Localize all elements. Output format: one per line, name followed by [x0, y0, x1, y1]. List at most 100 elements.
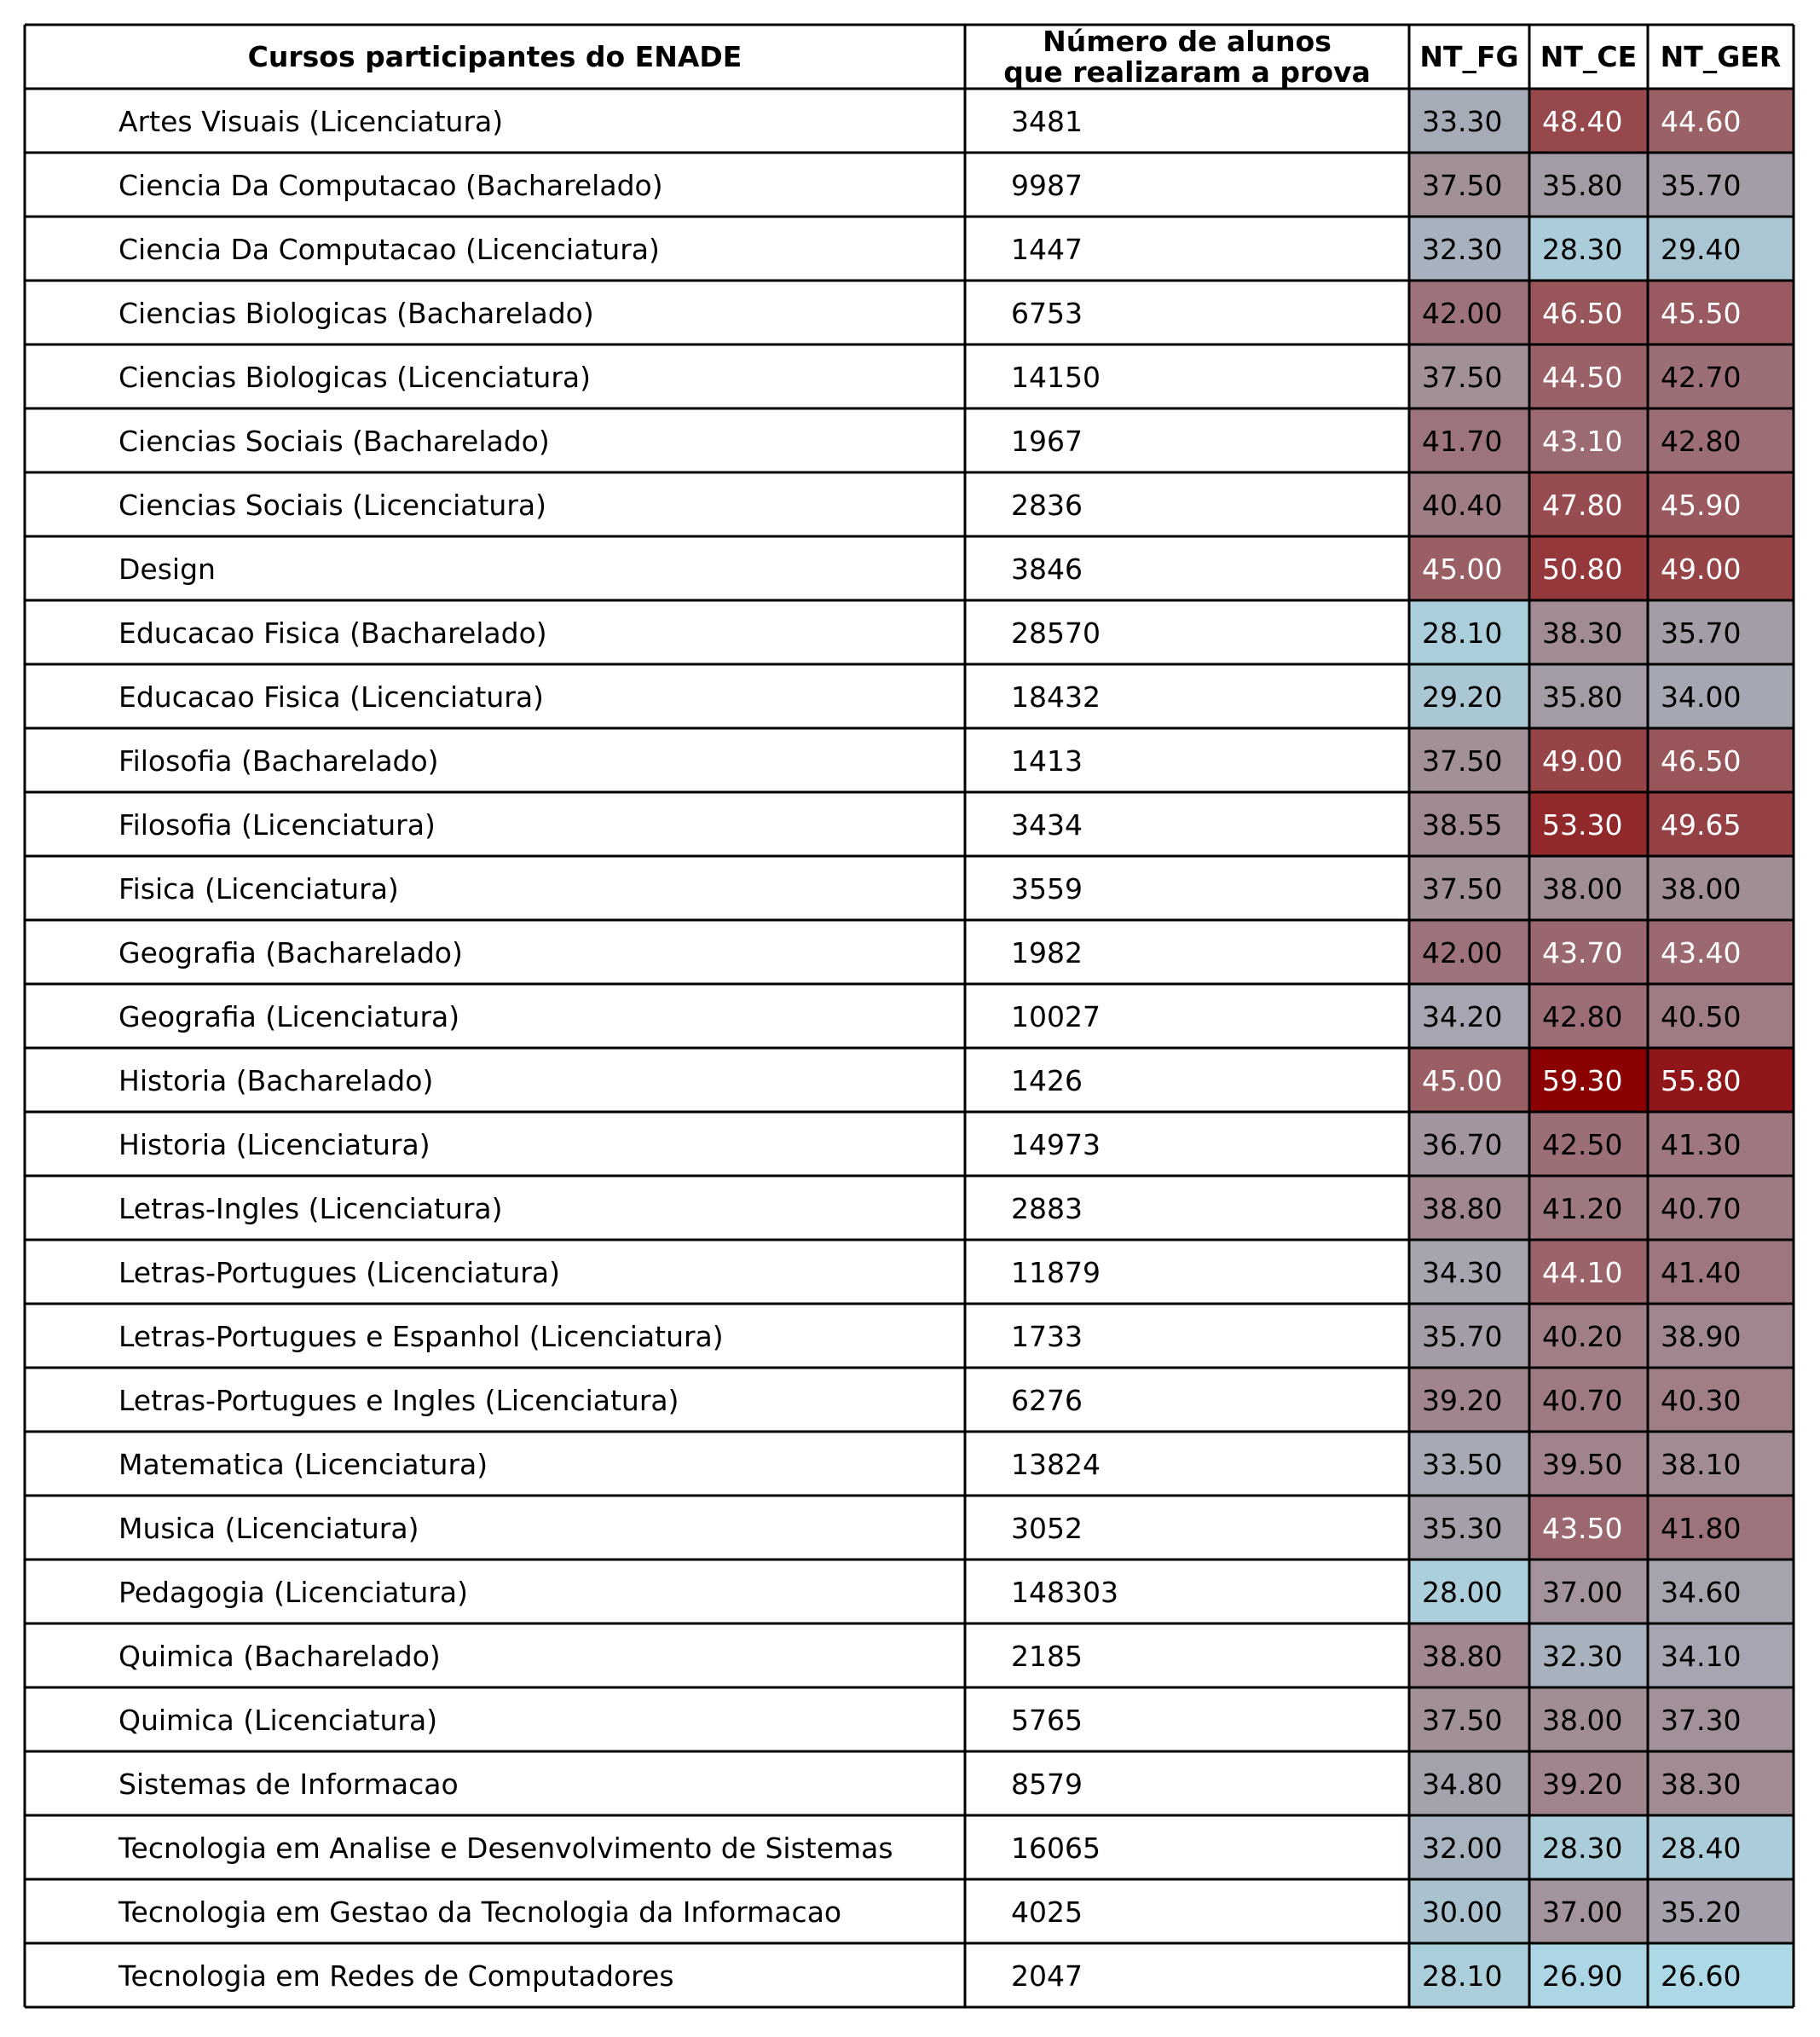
- heat-cell: [1529, 1112, 1648, 1176]
- table-cell: [25, 536, 965, 600]
- score-nt-ce: 38.30: [1542, 616, 1622, 650]
- heat-cell: [1409, 792, 1529, 856]
- table-cell: [25, 856, 965, 920]
- heat-cell: [1409, 856, 1529, 920]
- heat-cell: [1529, 1496, 1648, 1560]
- table-cell: [965, 1368, 1409, 1432]
- score-nt-ce: 41.20: [1542, 1192, 1622, 1225]
- heat-cell: [1529, 984, 1648, 1048]
- table-cell: [25, 984, 965, 1048]
- heat-cell: [1648, 344, 1794, 408]
- heat-cell: [1648, 1815, 1794, 1879]
- score-nt-ce: 47.80: [1542, 489, 1622, 522]
- score-nt-ger: 49.65: [1661, 808, 1741, 842]
- heat-cell: [1648, 1368, 1794, 1432]
- student-count: 18432: [1011, 680, 1101, 714]
- score-nt-ger: 38.10: [1661, 1448, 1741, 1481]
- course-name: Filosofia (Bacharelado): [118, 744, 439, 778]
- course-name: Fisica (Licenciatura): [118, 872, 399, 906]
- table-cell: [25, 89, 965, 153]
- heat-cell: [1409, 217, 1529, 281]
- score-nt-ce: 40.20: [1542, 1320, 1622, 1353]
- table-cell: [25, 281, 965, 344]
- table-cell: [965, 600, 1409, 664]
- table-cell: [25, 344, 965, 408]
- table-cell: [25, 1623, 965, 1687]
- heat-cell: [1529, 600, 1648, 664]
- score-nt-fg: 30.00: [1422, 1895, 1502, 1929]
- student-count: 1982: [1011, 936, 1083, 969]
- score-nt-fg: 33.50: [1422, 1448, 1502, 1481]
- heat-cell: [1529, 1048, 1648, 1112]
- student-count: 13824: [1011, 1448, 1101, 1481]
- table-cell: [965, 408, 1409, 472]
- heat-cell: [1409, 1112, 1529, 1176]
- heat-cell: [1648, 1496, 1794, 1560]
- heat-cell: [1409, 1368, 1529, 1432]
- heat-cell: [1648, 792, 1794, 856]
- score-nt-fg: 36.70: [1422, 1128, 1502, 1161]
- student-count: 2883: [1011, 1192, 1083, 1225]
- course-name: Educacao Fisica (Bacharelado): [118, 616, 547, 650]
- course-name: Ciencias Biologicas (Licenciatura): [118, 361, 591, 394]
- table-cell: [25, 1879, 965, 1943]
- score-nt-ger: 40.50: [1661, 1000, 1741, 1033]
- heat-cell: [1529, 281, 1648, 344]
- heat-cell: [1648, 89, 1794, 153]
- heat-cell: [1409, 1623, 1529, 1687]
- table-cell: [25, 217, 965, 281]
- table-cell: [25, 1815, 965, 1879]
- table-cell: [25, 1112, 965, 1176]
- heat-cell: [1409, 728, 1529, 792]
- student-count: 1733: [1011, 1320, 1083, 1353]
- score-nt-ger: 35.70: [1661, 616, 1741, 650]
- student-count: 4025: [1011, 1895, 1083, 1929]
- score-nt-ger: 40.70: [1661, 1192, 1741, 1225]
- table-cell: [965, 281, 1409, 344]
- course-name: Educacao Fisica (Licenciatura): [118, 680, 544, 714]
- student-count: 1413: [1011, 744, 1083, 778]
- course-name: Letras-Portugues e Ingles (Licenciatura): [118, 1384, 679, 1417]
- header-label: Cursos participantes do ENADE: [248, 40, 742, 73]
- score-nt-ce: 39.50: [1542, 1448, 1622, 1481]
- score-nt-ger: 41.80: [1661, 1512, 1741, 1545]
- header-label: que realizaram a prova: [1003, 55, 1371, 89]
- heat-cell: [1648, 984, 1794, 1048]
- score-nt-ce: 43.70: [1542, 936, 1622, 969]
- score-nt-ce: 42.50: [1542, 1128, 1622, 1161]
- table-cell: [965, 1304, 1409, 1368]
- heat-cell: [1529, 1304, 1648, 1368]
- score-nt-ger: 46.50: [1661, 744, 1741, 778]
- course-name: Design: [118, 553, 216, 586]
- score-nt-ger: 38.90: [1661, 1320, 1741, 1353]
- score-nt-fg: 28.10: [1422, 616, 1502, 650]
- score-nt-fg: 37.50: [1422, 1704, 1502, 1737]
- student-count: 1426: [1011, 1064, 1083, 1097]
- score-nt-fg: 39.20: [1422, 1384, 1502, 1417]
- table-cell: [965, 1432, 1409, 1496]
- table-cell: [25, 600, 965, 664]
- course-name: Letras-Ingles (Licenciatura): [118, 1192, 503, 1225]
- score-nt-ger: 34.10: [1661, 1640, 1741, 1673]
- heat-cell: [1529, 1815, 1648, 1879]
- heat-cell: [1648, 1751, 1794, 1815]
- score-nt-ce: 32.30: [1542, 1640, 1622, 1673]
- heat-cell: [1648, 600, 1794, 664]
- table-cell: [965, 1623, 1409, 1687]
- score-nt-fg: 40.40: [1422, 489, 1502, 522]
- score-nt-ger: 29.40: [1661, 233, 1741, 266]
- score-nt-ger: 26.60: [1661, 1959, 1741, 1993]
- course-name: Quimica (Licenciatura): [118, 1704, 437, 1737]
- heat-cell: [1648, 281, 1794, 344]
- heat-cell: [1648, 1432, 1794, 1496]
- score-nt-ce: 43.10: [1542, 425, 1622, 458]
- course-name: Tecnologia em Redes de Computadores: [118, 1959, 674, 1993]
- score-nt-ger: 41.30: [1661, 1128, 1741, 1161]
- heat-cell: [1529, 1751, 1648, 1815]
- heat-cell: [1529, 1432, 1648, 1496]
- heat-cell: [1409, 1943, 1529, 2007]
- table-cell: [965, 89, 1409, 153]
- course-name: Geografia (Licenciatura): [118, 1000, 459, 1033]
- score-nt-ce: 35.80: [1542, 680, 1622, 714]
- heat-cell: [1529, 217, 1648, 281]
